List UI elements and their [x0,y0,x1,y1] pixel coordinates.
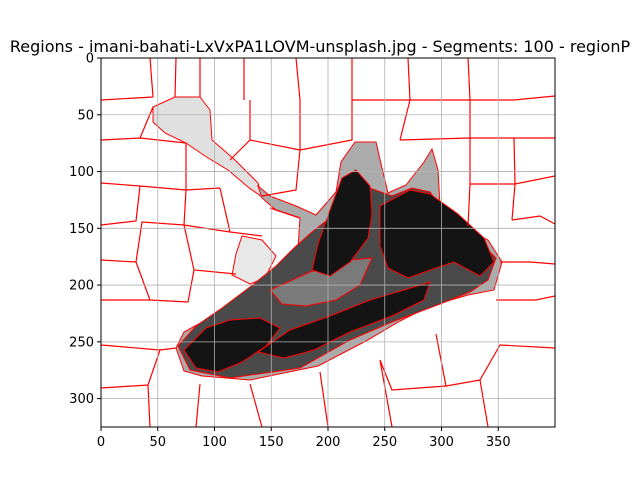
y-tick-label: 200 [69,279,94,294]
y-tick-label: 150 [69,222,94,237]
y-tick-label: 100 [69,165,94,180]
y-tick-label: 250 [69,335,94,350]
superpixel-boundaries [101,58,555,427]
y-axis: 0 50 100 150 200 250 300 [69,52,101,407]
y-tick-label: 0 [86,52,94,67]
region-shoe-black-4 [256,281,431,359]
chart-title: Regions - imani-bahati-LxVxPA1LOVM-unspl… [10,37,631,56]
x-axis: 0 50 100 150 200 250 300 350 [97,427,511,450]
x-tick-label: 100 [202,435,227,450]
x-tick-label: 300 [429,435,454,450]
x-tick-label: 350 [486,435,511,450]
x-tick-label: 50 [149,435,166,450]
y-tick-label: 300 [69,392,94,407]
region-shoe-black [311,169,373,277]
x-tick-label: 0 [97,435,105,450]
x-tick-label: 150 [259,435,284,450]
region-shoe-black-3 [183,317,281,373]
grid-lines [101,58,555,427]
region-shoe-black-2 [379,189,495,279]
y-tick-label: 50 [77,108,94,123]
x-tick-label: 200 [316,435,341,450]
x-tick-label: 250 [372,435,397,450]
